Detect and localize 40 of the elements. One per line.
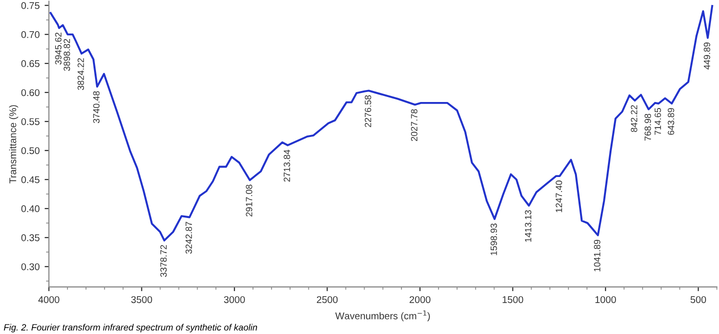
y-tick-label: 0.60 [21,89,40,96]
x-tick-label: 500 [690,296,706,304]
annotation: 2027.78 [410,109,418,141]
y-tick-label: 0.35 [21,234,40,242]
caption: Fig. 2. Fourier transform infrared spectrum of synthetic of kaolin [4,324,258,332]
annotation: 768.98 [644,114,651,141]
y-tick-label: 0.65 [21,60,40,68]
x-tick-label: 2500 [316,296,338,304]
y-tick-label: 0.75 [21,2,40,10]
annotation: 2276.58 [364,95,372,128]
annotation: 1413.13 [524,210,532,242]
annotation: 3824.22 [78,58,84,90]
x-tick-label: 4000 [38,296,60,304]
annotation: 2917.08 [246,184,252,216]
y-axis-title: Transmittance (%) [9,105,18,184]
x-axis-title: Wavenumbers (cm$^{−1}$) [335,310,430,322]
annotation: 714.65 [654,108,662,135]
annotation: 643.89 [668,108,674,135]
y-tick-label: 0.45 [21,176,40,184]
annotation: 3945.62 [55,32,62,64]
annotation: 449.89 [704,42,710,70]
annotation: 842.22 [630,105,638,132]
annotation: 3740.48 [93,91,100,124]
annotation: 1041.89 [594,240,600,272]
annotation: 3378.72 [160,245,167,277]
annotation: 1247.40 [556,180,562,212]
x-tick-label: 3500 [131,296,152,304]
x-tick-label: 3000 [224,296,245,304]
annotation: 1598.93 [490,224,497,256]
annotation: 3242.87 [186,222,192,254]
y-tick-label: 0.40 [21,205,40,212]
y-tick-label: 0.50 [21,147,40,154]
y-tick-label: 0.30 [21,263,40,270]
annotation: 3898.82 [64,39,70,71]
annotation: 2713.84 [284,150,290,182]
x-tick-label: 2000 [410,296,430,304]
x-tick-label: 1500 [502,296,524,304]
x-tick-label: 1000 [595,296,616,304]
y-tick-label: 0.55 [21,118,40,126]
y-tick-label: 0.70 [21,31,40,38]
